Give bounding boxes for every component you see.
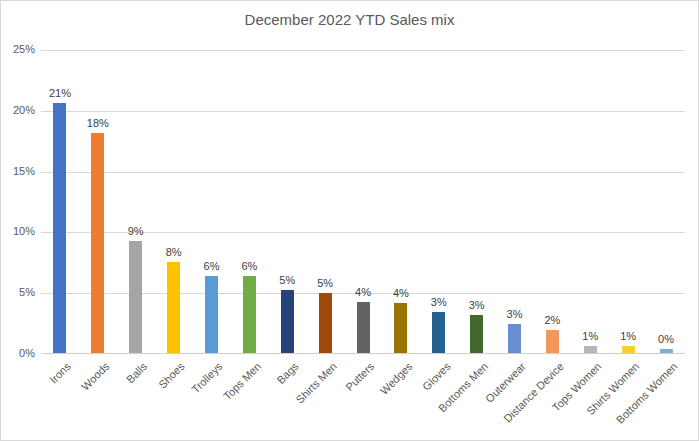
y-axis-tick-label: 25%: [3, 43, 35, 55]
bar-value-label: 4%: [346, 286, 380, 298]
chart-title: December 2022 YTD Sales mix: [1, 11, 698, 28]
bar-value-label: 18%: [81, 117, 115, 129]
bar-value-label: 6%: [194, 260, 228, 272]
bar: [546, 330, 559, 353]
x-axis-label: Gloves: [420, 360, 453, 393]
bar: [319, 293, 332, 353]
bar: [129, 241, 142, 353]
bar-value-label: 2%: [535, 314, 569, 326]
y-axis-tick-label: 20%: [3, 104, 35, 116]
bar-value-label: 1%: [573, 330, 607, 342]
bar-value-label: 6%: [232, 260, 266, 272]
bar: [205, 276, 218, 353]
bar: [508, 324, 521, 353]
x-axis-label: Balls: [124, 360, 149, 385]
x-axis-label: Putters: [343, 360, 376, 393]
x-axis-line: [41, 353, 685, 354]
y-axis-tick-label: 10%: [3, 225, 35, 237]
bar-value-label: 0%: [649, 333, 683, 345]
bar: [53, 103, 66, 353]
gridline: [41, 172, 685, 173]
y-axis-tick-label: 0%: [3, 347, 35, 359]
x-axis-label: Shoes: [157, 360, 188, 391]
plot-area: 21%18%9%8%6%6%5%5%4%4%3%3%3%2%1%1%0%: [41, 50, 685, 354]
bar-value-label: 3%: [498, 308, 532, 320]
bar: [622, 346, 635, 353]
x-axis-label: Tops Men: [221, 360, 263, 402]
bar: [91, 133, 104, 353]
x-axis-label: Bags: [275, 360, 301, 386]
x-axis-label: Irons: [48, 360, 74, 386]
bar: [432, 312, 445, 353]
bar-value-label: 9%: [119, 225, 153, 237]
bar-value-label: 1%: [611, 330, 645, 342]
x-axis-label: Wedges: [377, 360, 414, 397]
bar-value-label: 5%: [308, 277, 342, 289]
bar: [470, 315, 483, 353]
x-axis-label: Woods: [79, 360, 112, 393]
bar-value-label: 5%: [270, 274, 304, 286]
bar: [584, 346, 597, 353]
gridline: [41, 111, 685, 112]
bar: [243, 276, 256, 353]
bar-value-label: 3%: [422, 296, 456, 308]
bar: [660, 349, 673, 353]
bar-value-label: 3%: [460, 299, 494, 311]
bar-value-label: 21%: [43, 87, 77, 99]
bar: [394, 303, 407, 353]
bar-value-label: 4%: [384, 287, 418, 299]
bar: [357, 302, 370, 353]
y-axis-tick-label: 15%: [3, 165, 35, 177]
bar-value-label: 8%: [157, 246, 191, 258]
x-axis-label: Trolleys: [190, 360, 225, 395]
bar: [167, 262, 180, 353]
y-axis-tick-label: 5%: [3, 286, 35, 298]
gridline: [41, 50, 685, 51]
sales-mix-bar-chart: December 2022 YTD Sales mix 21%18%9%8%6%…: [0, 0, 699, 441]
bar: [281, 290, 294, 353]
